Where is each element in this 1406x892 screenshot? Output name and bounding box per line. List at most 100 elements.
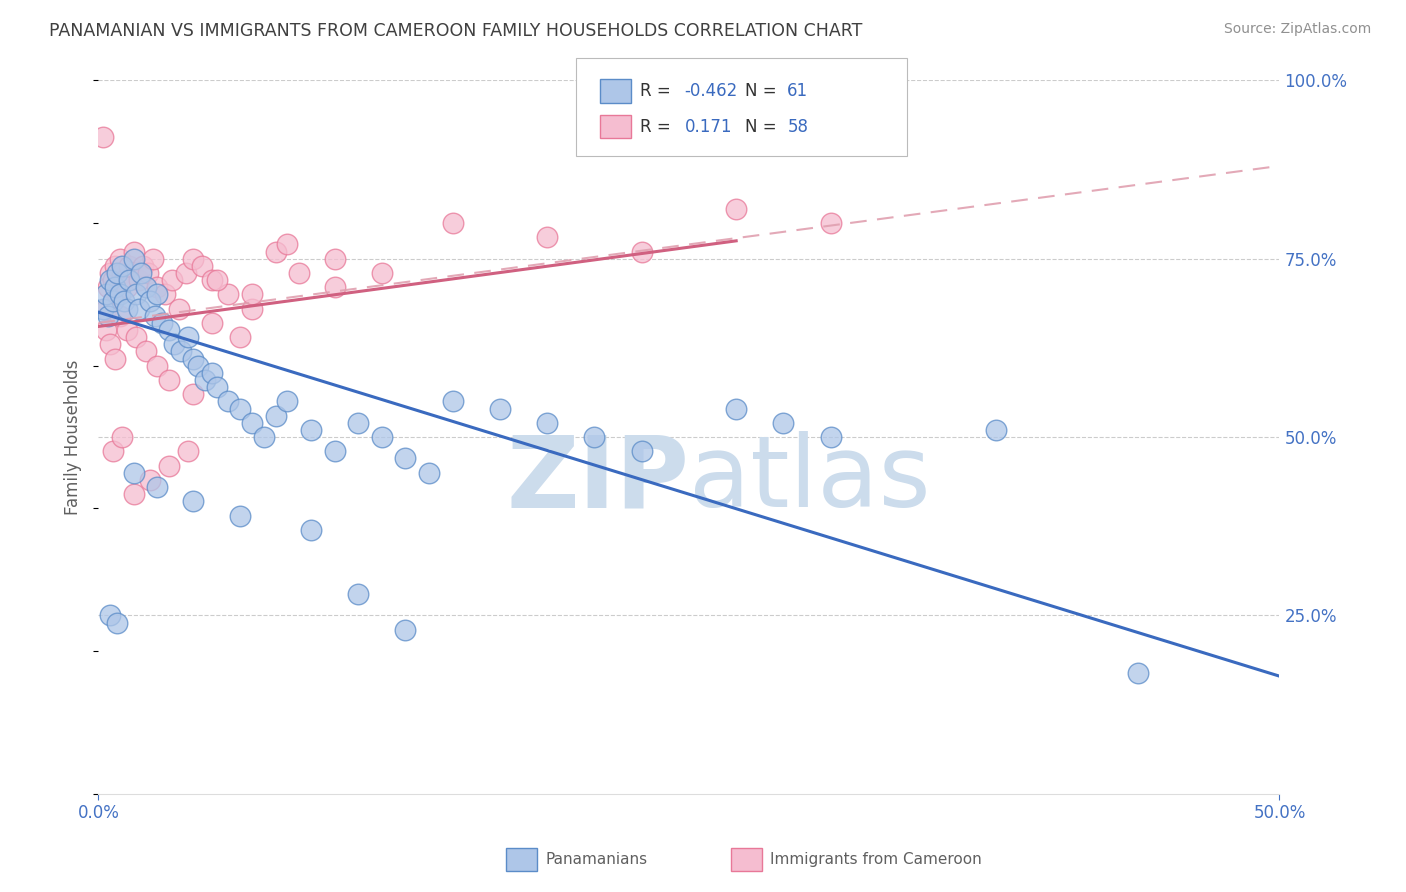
Point [820, 430, 842, 444]
Point [91, 130, 114, 145]
Point [323, 252, 346, 266]
Text: R =: R = [640, 82, 676, 100]
Point [108, 309, 131, 323]
Point [97, 309, 120, 323]
Point [142, 252, 165, 266]
Point [115, 280, 138, 294]
Point [583, 430, 606, 444]
Point [128, 301, 150, 316]
Text: 58: 58 [787, 118, 808, 136]
Point [217, 394, 239, 409]
Point [105, 287, 128, 301]
Point [181, 387, 204, 401]
Point [122, 252, 145, 266]
Text: atlas: atlas [689, 432, 931, 528]
Text: N =: N = [745, 82, 782, 100]
Point [101, 294, 124, 309]
Point [371, 430, 394, 444]
Point [122, 466, 145, 480]
Point [122, 487, 145, 501]
Point [536, 230, 558, 244]
Point [229, 508, 252, 523]
Point [240, 301, 263, 316]
Point [441, 394, 464, 409]
Point [194, 373, 217, 387]
Point [217, 287, 239, 301]
Point [146, 359, 169, 373]
Point [191, 259, 214, 273]
Point [132, 259, 155, 273]
Text: Source: ZipAtlas.com: Source: ZipAtlas.com [1223, 22, 1371, 37]
Point [371, 266, 394, 280]
Point [177, 444, 200, 458]
Point [489, 401, 512, 416]
Point [536, 416, 558, 430]
Text: R =: R = [640, 118, 676, 136]
Text: ZIP: ZIP [506, 432, 689, 528]
Point [181, 252, 204, 266]
Point [139, 294, 162, 309]
Point [181, 494, 204, 508]
Point [181, 351, 204, 366]
Point [136, 266, 159, 280]
Point [111, 266, 134, 280]
Point [984, 423, 1007, 437]
Point [1126, 665, 1149, 680]
Point [91, 301, 114, 316]
Point [157, 458, 180, 473]
Point [94, 287, 117, 301]
Point [177, 330, 200, 344]
Point [115, 323, 138, 337]
Point [630, 444, 652, 458]
Point [157, 323, 180, 337]
Point [772, 416, 794, 430]
Point [94, 323, 117, 337]
Point [139, 473, 162, 487]
Point [170, 344, 193, 359]
Point [143, 309, 166, 323]
Point [105, 615, 128, 630]
Point [205, 380, 228, 394]
Point [820, 216, 842, 230]
Point [153, 287, 176, 301]
Point [276, 237, 298, 252]
Point [240, 416, 263, 430]
Point [104, 351, 127, 366]
Point [163, 337, 186, 351]
Point [98, 337, 121, 351]
Point [323, 444, 346, 458]
Point [135, 344, 157, 359]
Point [150, 316, 173, 330]
Point [229, 401, 252, 416]
Point [112, 294, 135, 309]
Point [187, 359, 209, 373]
Point [299, 423, 322, 437]
Point [108, 252, 131, 266]
Point [347, 416, 370, 430]
Text: N =: N = [745, 118, 782, 136]
Point [98, 273, 121, 287]
Text: Immigrants from Cameroon: Immigrants from Cameroon [770, 853, 983, 867]
Point [441, 216, 464, 230]
Point [94, 301, 117, 316]
Point [104, 280, 127, 294]
Point [98, 266, 121, 280]
Point [264, 244, 287, 259]
Point [288, 266, 311, 280]
Point [125, 287, 148, 301]
Text: Panamanians: Panamanians [546, 853, 648, 867]
Point [128, 273, 150, 287]
Text: 0.171: 0.171 [685, 118, 733, 136]
Point [118, 273, 141, 287]
Point [201, 366, 224, 380]
Point [98, 608, 121, 623]
Point [725, 401, 748, 416]
Point [111, 259, 134, 273]
Text: -0.462: -0.462 [685, 82, 738, 100]
Point [205, 273, 228, 287]
Point [135, 280, 157, 294]
Point [229, 330, 252, 344]
Point [323, 280, 346, 294]
Point [104, 259, 127, 273]
Point [167, 301, 190, 316]
